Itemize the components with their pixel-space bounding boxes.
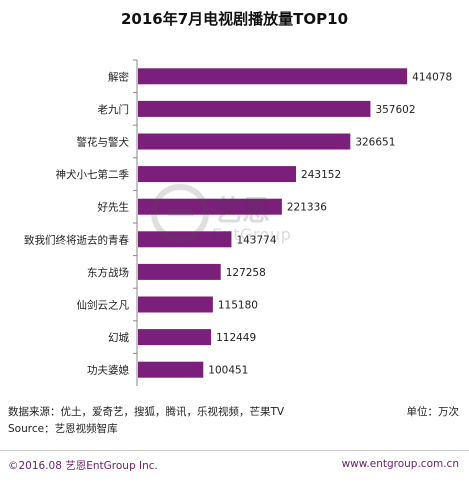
category-label-0: 解密: [108, 70, 129, 83]
category-label-1: 老九门: [98, 103, 130, 116]
bar-8: [138, 329, 212, 346]
category-label-5: 致我们终将逝去的青春: [24, 233, 129, 246]
chart-title: 2016年7月电视剧播放量TOP10: [120, 10, 349, 28]
category-label-4: 好先生: [98, 201, 130, 214]
bar-3: [138, 166, 297, 183]
value-label-1: 357602: [375, 104, 415, 116]
watermark-sub: EntGroup: [212, 225, 292, 244]
category-label-2: 警花与警犬: [77, 136, 130, 149]
source-row: Source：艺恩视频智库: [8, 421, 459, 438]
footer-website[interactable]: www.entgroup.com.cn: [341, 458, 459, 470]
value-label-6: 127258: [226, 267, 266, 279]
footer-divider: [0, 450, 469, 451]
bar-6: [138, 263, 221, 280]
category-label-8: 幻城: [108, 331, 129, 344]
category-label-9: 功夫婆媳: [87, 364, 129, 377]
data-source-row: 数据来源：优土，爱奇艺，搜狐，腾讯，乐视视频，芒果TV 单位：万次: [8, 404, 459, 421]
bar-4: [138, 198, 282, 215]
value-label-0: 414078: [412, 71, 452, 83]
bar-9: [138, 361, 204, 378]
value-label-4: 221336: [287, 202, 327, 214]
bar-chart: 解密 414078 老九门 357602 警花与警犬 326651 神犬小七第二季 24315…: [24, 59, 452, 386]
bar-1: [138, 100, 371, 117]
value-label-7: 115180: [218, 300, 258, 312]
watermark-brand: 艺恩: [214, 194, 271, 227]
value-label-9: 100451: [208, 365, 248, 377]
footer-copyright: ©2016.08 艺恩EntGroup Inc.: [8, 460, 158, 472]
value-label-3: 243152: [301, 169, 341, 181]
entgroup-logo-icon: [151, 184, 209, 242]
bar-5: [138, 231, 232, 248]
data-source-note: 数据来源：优土，爱奇艺，搜狐，腾讯，乐视视频，芒果TV: [8, 406, 285, 418]
value-label-5: 143774: [236, 234, 276, 246]
bar-0: [138, 68, 408, 85]
unit-note: 单位：万次: [406, 406, 460, 418]
category-label-6: 东方战场: [87, 266, 129, 279]
bar-2: [138, 133, 351, 150]
value-label-8: 112449: [216, 332, 256, 344]
source-note: Source：艺恩视频智库: [8, 423, 118, 435]
category-label-3: 神犬小七第二季: [56, 168, 130, 181]
watermark-logo: 艺恩 EntGroup: [150, 183, 340, 257]
chart-notes: 数据来源：优土，爱奇艺，搜狐，腾讯，乐视视频，芒果TV 单位：万次 Source…: [8, 404, 459, 438]
category-label-7: 仙剑云之凡: [77, 299, 130, 312]
bar-7: [138, 296, 213, 313]
value-label-2: 326651: [355, 137, 395, 149]
